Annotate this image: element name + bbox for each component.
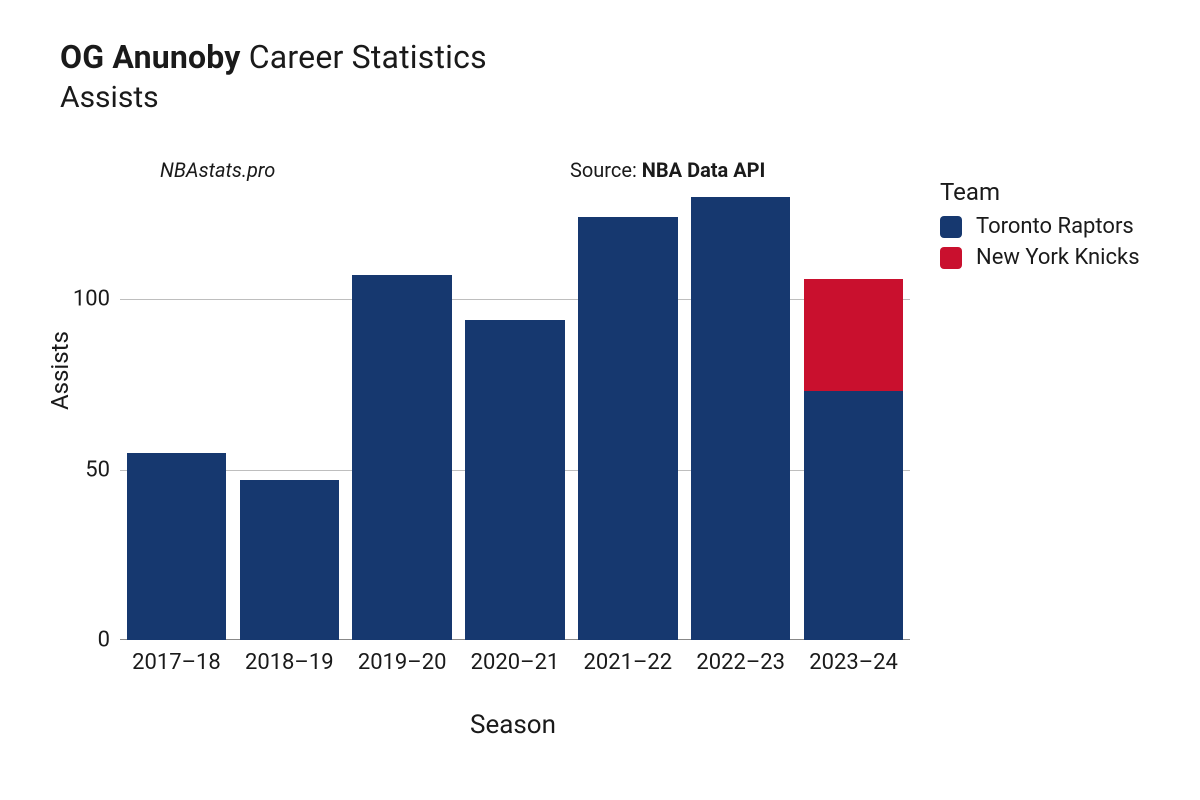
bar: 2018–19	[240, 180, 339, 640]
y-tick-label: 100	[73, 287, 120, 312]
legend: Team Toronto Raptors New York Knicks	[940, 178, 1140, 270]
player-name: OG Anunoby	[60, 38, 241, 76]
x-tick-label: 2022–23	[696, 640, 785, 675]
source-prefix: Source:	[570, 158, 642, 182]
bar-segment	[127, 453, 226, 640]
bar-segment	[352, 275, 451, 640]
bar-segment	[804, 391, 903, 640]
legend-label: New York Knicks	[976, 245, 1140, 270]
x-tick-label: 2023–24	[809, 640, 898, 675]
legend-item: Toronto Raptors	[940, 214, 1140, 239]
bar-segment	[804, 279, 903, 391]
x-tick-label: 2018–19	[245, 640, 334, 675]
plot-area: 0501002017–182018–192019–202020–212021–2…	[120, 180, 910, 640]
x-tick-label: 2019–20	[358, 640, 447, 675]
x-tick-label: 2017–18	[132, 640, 221, 675]
bar: 2021–22	[578, 180, 677, 640]
legend-title: Team	[940, 178, 1140, 206]
title-suffix: Career Statistics	[249, 38, 487, 76]
bar: 2023–24	[804, 180, 903, 640]
bar-segment	[691, 197, 790, 640]
chart-canvas: OG Anunoby Career Statistics Assists NBA…	[0, 0, 1200, 800]
legend-item: New York Knicks	[940, 245, 1140, 270]
x-tick-label: 2021–22	[584, 640, 673, 675]
x-axis-title: Season	[470, 710, 556, 740]
legend-swatch	[940, 216, 962, 238]
source-name: NBA Data API	[642, 158, 766, 182]
title-metric: Assists	[60, 80, 487, 115]
bar-segment	[465, 320, 564, 640]
y-tick-label: 0	[98, 628, 120, 653]
bar: 2020–21	[465, 180, 564, 640]
watermark: NBAstats.pro	[160, 158, 275, 182]
chart-title: OG Anunoby Career Statistics Assists	[60, 38, 487, 115]
bar: 2022–23	[691, 180, 790, 640]
legend-label: Toronto Raptors	[976, 214, 1134, 239]
y-axis-title: Assists	[46, 331, 74, 410]
title-line-1: OG Anunoby Career Statistics	[60, 38, 487, 76]
bar: 2019–20	[352, 180, 451, 640]
legend-swatch	[940, 247, 962, 269]
source-credit: Source: NBA Data API	[570, 158, 765, 182]
x-tick-label: 2020–21	[471, 640, 560, 675]
y-tick-label: 50	[85, 457, 120, 482]
bar-segment	[240, 480, 339, 640]
bar: 2017–18	[127, 180, 226, 640]
bar-segment	[578, 217, 677, 640]
